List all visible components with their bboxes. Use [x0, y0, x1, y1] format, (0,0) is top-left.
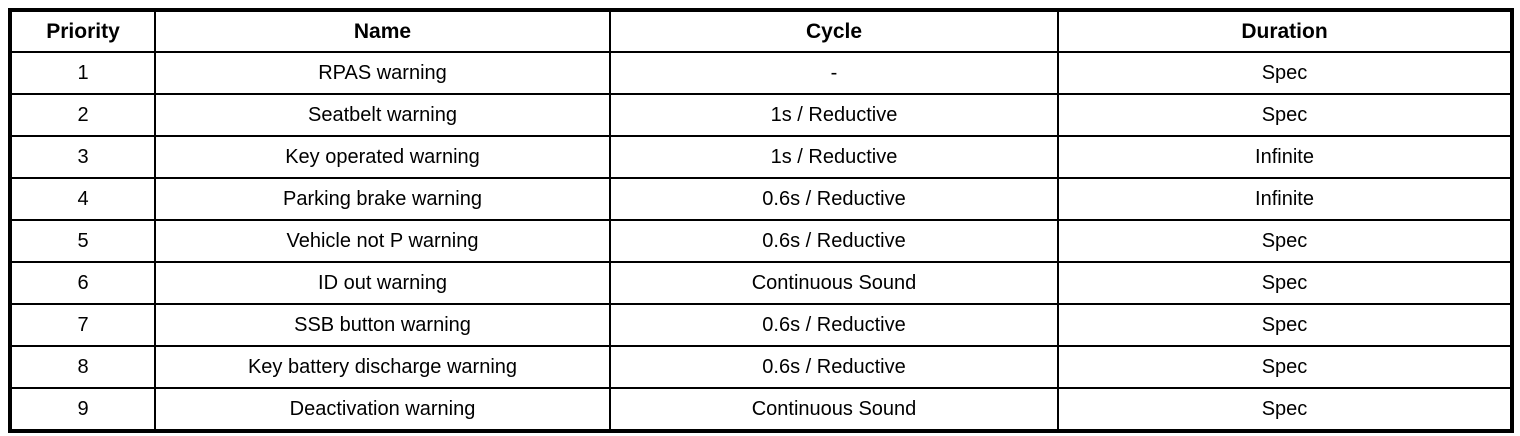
cell-cycle: 0.6s / Reductive — [609, 345, 1059, 389]
cell-priority: 2 — [9, 93, 156, 137]
cell-cycle: Continuous Sound — [609, 387, 1059, 432]
cell-name: Deactivation warning — [154, 387, 611, 432]
header-row: Priority Name Cycle Duration — [9, 9, 1513, 53]
cell-name: RPAS warning — [154, 51, 611, 95]
cell-duration: Spec — [1057, 261, 1513, 305]
cell-duration: Spec — [1057, 93, 1513, 137]
column-header-cycle: Cycle — [609, 9, 1059, 53]
cell-priority: 7 — [9, 303, 156, 347]
cell-name: Vehicle not P warning — [154, 219, 611, 263]
cell-duration: Spec — [1057, 303, 1513, 347]
table-row: 8 Key battery discharge warning 0.6s / R… — [9, 345, 1513, 389]
column-header-name: Name — [154, 9, 611, 53]
cell-duration: Infinite — [1057, 177, 1513, 221]
cell-name: ID out warning — [154, 261, 611, 305]
cell-duration: Spec — [1057, 219, 1513, 263]
cell-duration: Spec — [1057, 345, 1513, 389]
table-row: 2 Seatbelt warning 1s / Reductive Spec — [9, 93, 1513, 137]
cell-priority: 1 — [9, 51, 156, 95]
cell-duration: Spec — [1057, 51, 1513, 95]
column-header-priority: Priority — [9, 9, 156, 53]
cell-cycle: 1s / Reductive — [609, 135, 1059, 179]
warning-priority-table: Priority Name Cycle Duration 1 RPAS warn… — [8, 8, 1514, 433]
cell-name: Parking brake warning — [154, 177, 611, 221]
cell-cycle: - — [609, 51, 1059, 95]
cell-cycle: 0.6s / Reductive — [609, 177, 1059, 221]
table-row: 3 Key operated warning 1s / Reductive In… — [9, 135, 1513, 179]
table-row: 7 SSB button warning 0.6s / Reductive Sp… — [9, 303, 1513, 347]
cell-priority: 6 — [9, 261, 156, 305]
cell-name: SSB button warning — [154, 303, 611, 347]
cell-cycle: 0.6s / Reductive — [609, 219, 1059, 263]
cell-name: Key battery discharge warning — [154, 345, 611, 389]
cell-priority: 8 — [9, 345, 156, 389]
table-row: 1 RPAS warning - Spec — [9, 51, 1513, 95]
cell-name: Seatbelt warning — [154, 93, 611, 137]
cell-duration: Infinite — [1057, 135, 1513, 179]
cell-cycle: Continuous Sound — [609, 261, 1059, 305]
cell-cycle: 1s / Reductive — [609, 93, 1059, 137]
cell-priority: 3 — [9, 135, 156, 179]
cell-priority: 4 — [9, 177, 156, 221]
table-row: 5 Vehicle not P warning 0.6s / Reductive… — [9, 219, 1513, 263]
cell-name: Key operated warning — [154, 135, 611, 179]
cell-duration: Spec — [1057, 387, 1513, 432]
cell-priority: 5 — [9, 219, 156, 263]
column-header-duration: Duration — [1057, 9, 1513, 53]
table-row: 9 Deactivation warning Continuous Sound … — [9, 387, 1513, 432]
table-row: 4 Parking brake warning 0.6s / Reductive… — [9, 177, 1513, 221]
table-row: 6 ID out warning Continuous Sound Spec — [9, 261, 1513, 305]
cell-cycle: 0.6s / Reductive — [609, 303, 1059, 347]
cell-priority: 9 — [9, 387, 156, 432]
